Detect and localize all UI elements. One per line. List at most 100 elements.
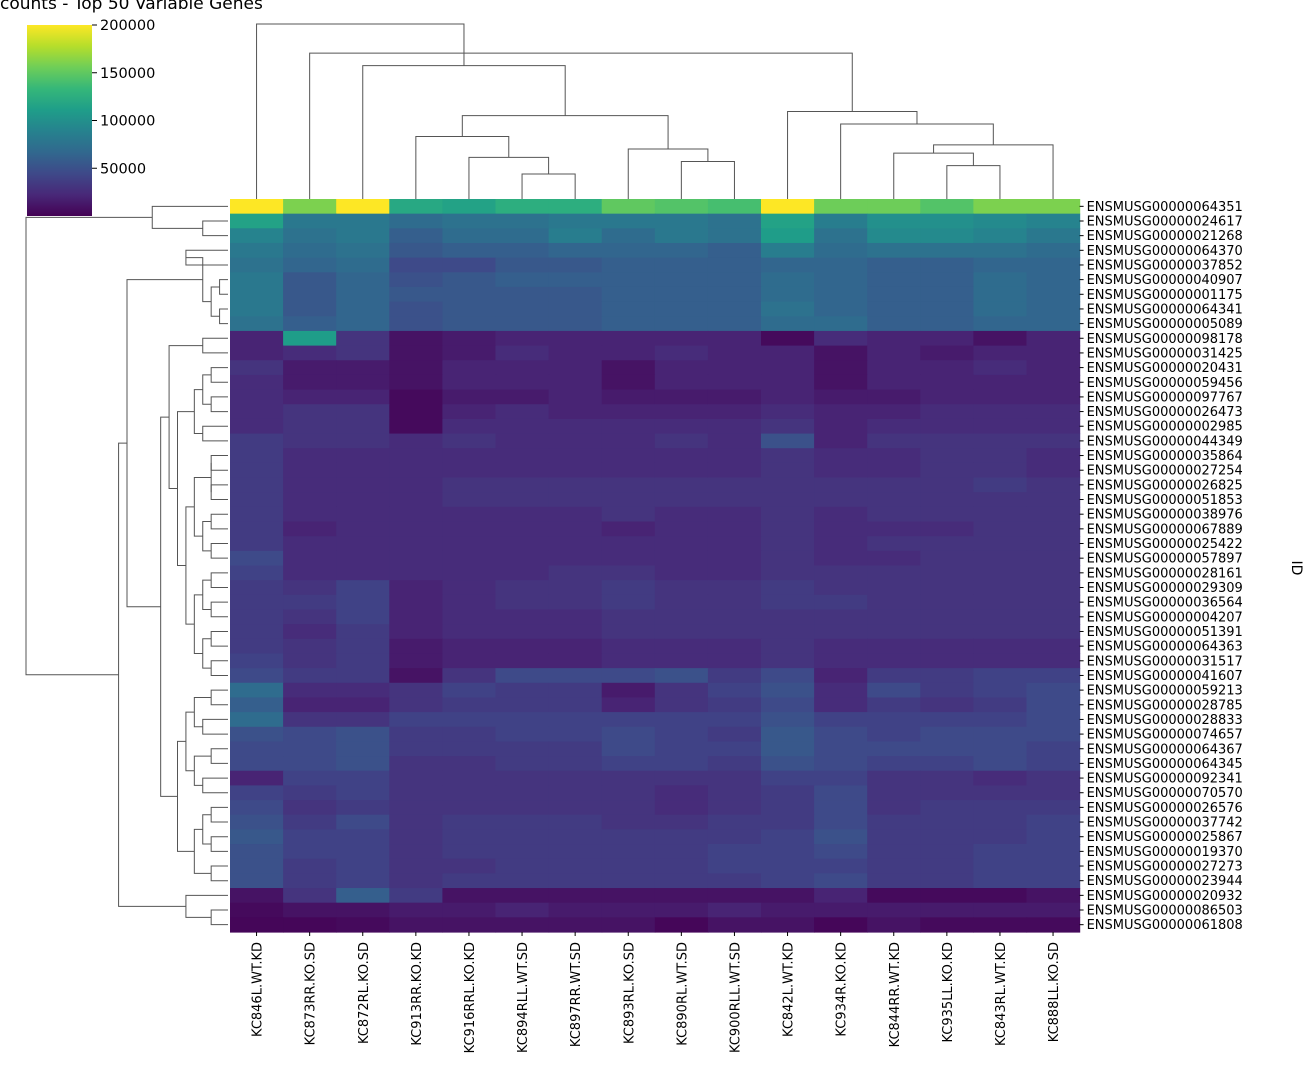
dendrogram-link xyxy=(210,396,228,413)
heatmap-cell xyxy=(707,770,762,786)
heatmap-cell xyxy=(442,448,497,464)
heatmap-cell xyxy=(920,712,974,728)
heatmap-cell xyxy=(495,609,550,625)
heatmap-cell xyxy=(1026,770,1081,786)
heatmap-cell xyxy=(1026,272,1081,288)
row-label: ENSMUSG00000098178 xyxy=(1087,332,1243,347)
heatmap-cell xyxy=(601,506,656,523)
heatmap-cell xyxy=(920,917,974,933)
dendrogram-link xyxy=(202,374,212,405)
heatmap-cell xyxy=(601,477,656,493)
heatmap-cell xyxy=(442,741,497,757)
heatmap-cell xyxy=(442,697,497,713)
heatmap-cell xyxy=(601,624,656,640)
heatmap-cell xyxy=(283,609,337,625)
heatmap-cell xyxy=(442,272,497,288)
heatmap-cell xyxy=(389,726,443,743)
heatmap-cell xyxy=(707,873,762,889)
heatmap-cell xyxy=(548,873,603,889)
heatmap-cell xyxy=(389,360,443,376)
heatmap-cell xyxy=(336,609,390,625)
heatmap-cell xyxy=(601,257,656,273)
row-label: ENSMUSG00000064341 xyxy=(1087,302,1243,317)
heatmap-cell xyxy=(707,301,762,317)
heatmap-cell xyxy=(707,404,762,420)
heatmap-cell xyxy=(230,580,284,596)
row-label: ENSMUSG00000036564 xyxy=(1087,596,1243,611)
heatmap-cell xyxy=(1026,800,1081,816)
heatmap-cell xyxy=(814,286,868,303)
heatmap-cell xyxy=(654,814,709,830)
heatmap-cell xyxy=(1026,844,1081,860)
colorbar-tick-label: 150000 xyxy=(100,66,155,82)
heatmap-cell xyxy=(336,902,390,918)
heatmap-cell xyxy=(283,506,337,523)
heatmap-cell xyxy=(495,448,550,464)
column-label: KC897RR.WT.SD xyxy=(569,942,584,1047)
heatmap-cell xyxy=(230,800,284,816)
heatmap-cell xyxy=(442,477,497,493)
heatmap-cell xyxy=(389,624,443,640)
heatmap-cell xyxy=(601,902,656,918)
heatmap-cell xyxy=(283,873,337,889)
heatmap-cell xyxy=(548,286,603,303)
heatmap-cell xyxy=(920,550,974,567)
heatmap-cell xyxy=(389,477,443,493)
heatmap-cell xyxy=(707,389,762,405)
heatmap-cell xyxy=(654,242,709,259)
heatmap-cell xyxy=(707,844,762,860)
heatmap-cell xyxy=(973,756,1028,772)
heatmap-cell xyxy=(920,829,974,845)
heatmap-cell xyxy=(601,565,656,581)
heatmap-cell xyxy=(1026,653,1081,669)
dendrogram-link xyxy=(210,572,228,588)
heatmap-cell xyxy=(548,404,603,420)
heatmap-cell xyxy=(336,242,390,259)
heatmap-cell xyxy=(283,316,337,332)
heatmap-cell xyxy=(1026,257,1081,273)
heatmap-cell xyxy=(707,536,762,552)
row-label: ENSMUSG00000064351 xyxy=(1087,200,1243,215)
heatmap-cell xyxy=(601,829,656,845)
heatmap-cell xyxy=(495,888,550,904)
heatmap-cell xyxy=(283,594,337,611)
heatmap-cell xyxy=(867,873,921,889)
dendrogram-link xyxy=(193,389,203,435)
heatmap-cell xyxy=(442,521,497,537)
heatmap-cell xyxy=(761,697,815,713)
heatmap-cell xyxy=(442,404,497,420)
heatmap-cell xyxy=(389,712,443,728)
dendrogram-link xyxy=(202,718,228,735)
heatmap-cell xyxy=(761,345,815,361)
colorbar-tick-label: 100000 xyxy=(100,114,155,130)
heatmap-cell xyxy=(814,624,868,640)
heatmap-cell xyxy=(814,228,868,244)
dendrogram-link xyxy=(210,909,228,926)
heatmap-cell xyxy=(814,609,868,625)
heatmap-cell xyxy=(601,888,656,904)
heatmap-cell xyxy=(1026,829,1081,845)
heatmap-cell xyxy=(654,873,709,889)
dendrogram-link xyxy=(680,161,735,199)
heatmap-cell xyxy=(973,389,1028,405)
heatmap-cell xyxy=(867,668,921,684)
heatmap-cell xyxy=(389,682,443,699)
heatmap-cell xyxy=(920,433,974,449)
heatmap-cell xyxy=(920,873,974,889)
heatmap-cell xyxy=(973,550,1028,567)
heatmap-cell xyxy=(1026,594,1081,611)
heatmap-cell xyxy=(283,917,337,933)
heatmap-cell xyxy=(867,814,921,830)
heatmap-cell xyxy=(283,257,337,273)
heatmap-cell xyxy=(495,272,550,288)
heatmap-cell xyxy=(601,521,656,537)
heatmap-cell xyxy=(495,536,550,552)
heatmap-cell xyxy=(495,873,550,889)
heatmap-cell xyxy=(336,272,390,288)
heatmap-cell xyxy=(1026,917,1081,933)
heatmap-cell xyxy=(336,594,390,611)
heatmap-cell xyxy=(548,272,603,288)
heatmap-cell xyxy=(495,682,550,699)
heatmap-cell xyxy=(761,492,815,508)
heatmap-cell xyxy=(495,506,550,523)
